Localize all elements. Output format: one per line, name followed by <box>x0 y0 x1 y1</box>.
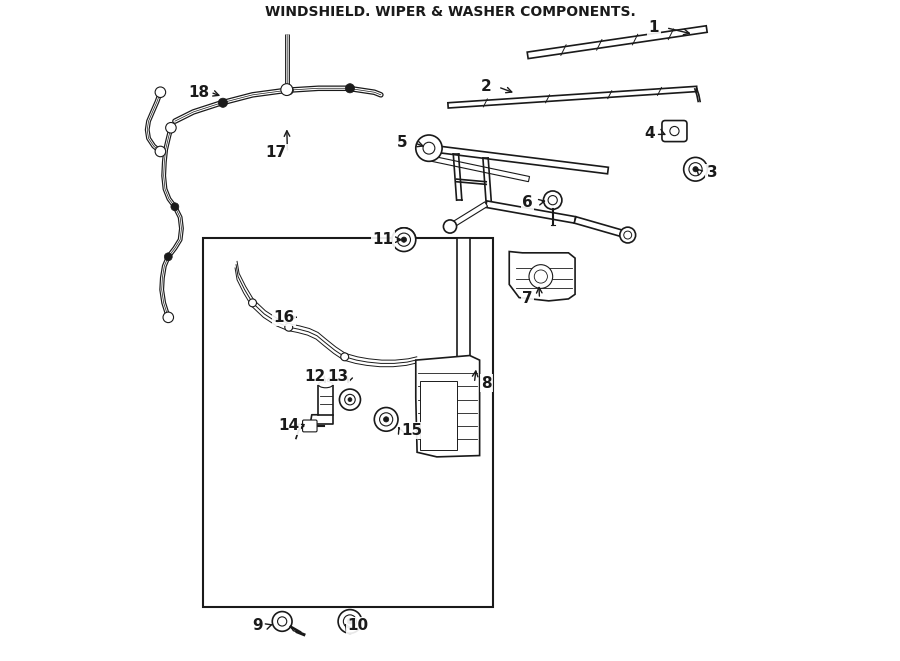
Polygon shape <box>428 145 608 174</box>
Circle shape <box>281 84 292 96</box>
Ellipse shape <box>319 381 333 388</box>
Text: 9: 9 <box>253 618 263 633</box>
Text: 11: 11 <box>373 232 393 247</box>
Text: 7: 7 <box>522 292 533 307</box>
Circle shape <box>341 353 348 361</box>
Circle shape <box>163 312 174 323</box>
Circle shape <box>171 203 179 211</box>
FancyBboxPatch shape <box>302 420 317 432</box>
Circle shape <box>374 408 398 431</box>
Text: 4: 4 <box>644 126 655 141</box>
Text: 13: 13 <box>328 369 348 384</box>
Circle shape <box>444 220 456 233</box>
Circle shape <box>284 323 292 331</box>
Text: 1: 1 <box>649 20 660 35</box>
Bar <box>420 381 457 450</box>
Circle shape <box>548 196 557 205</box>
Bar <box>319 385 333 414</box>
Circle shape <box>380 412 392 426</box>
Circle shape <box>392 228 416 252</box>
Polygon shape <box>448 87 697 108</box>
Circle shape <box>344 615 356 628</box>
Circle shape <box>341 353 348 361</box>
Text: 2: 2 <box>481 79 491 95</box>
Circle shape <box>346 84 355 93</box>
Circle shape <box>219 98 228 107</box>
Circle shape <box>284 323 292 331</box>
Circle shape <box>248 299 256 307</box>
Circle shape <box>339 389 361 410</box>
Circle shape <box>166 122 176 133</box>
Text: 15: 15 <box>401 423 422 438</box>
Circle shape <box>529 264 553 288</box>
Circle shape <box>624 231 632 239</box>
Polygon shape <box>428 155 529 182</box>
Text: 12: 12 <box>304 369 326 384</box>
Circle shape <box>401 237 407 243</box>
Circle shape <box>380 412 392 426</box>
Polygon shape <box>416 356 480 457</box>
Text: WINDSHIELD. WIPER & WASHER COMPONENTS.: WINDSHIELD. WIPER & WASHER COMPONENTS. <box>265 5 635 19</box>
Circle shape <box>338 609 362 633</box>
Ellipse shape <box>319 381 333 388</box>
Circle shape <box>345 395 356 405</box>
Circle shape <box>155 146 166 157</box>
Circle shape <box>670 126 680 136</box>
Polygon shape <box>509 252 575 301</box>
Circle shape <box>248 299 256 307</box>
Circle shape <box>684 157 707 181</box>
FancyBboxPatch shape <box>662 120 687 141</box>
Bar <box>319 385 333 414</box>
Polygon shape <box>527 26 707 59</box>
Circle shape <box>544 191 562 210</box>
Polygon shape <box>486 201 576 223</box>
Circle shape <box>401 237 407 243</box>
Bar <box>203 239 493 607</box>
Circle shape <box>693 167 698 172</box>
Circle shape <box>535 270 547 283</box>
Text: 5: 5 <box>397 136 408 151</box>
Circle shape <box>277 617 287 626</box>
Polygon shape <box>574 217 628 238</box>
Circle shape <box>383 416 389 422</box>
Circle shape <box>348 398 352 402</box>
Circle shape <box>284 86 293 95</box>
Text: 14: 14 <box>278 418 300 434</box>
Circle shape <box>348 398 352 402</box>
Text: 3: 3 <box>706 165 717 180</box>
Text: 8: 8 <box>481 375 491 391</box>
Circle shape <box>688 163 702 176</box>
Bar <box>456 239 470 400</box>
Circle shape <box>392 228 416 252</box>
Text: 6: 6 <box>522 194 533 210</box>
Text: 16: 16 <box>274 310 295 325</box>
Circle shape <box>397 233 410 247</box>
Circle shape <box>273 611 292 631</box>
Bar <box>456 239 470 400</box>
Text: 18: 18 <box>188 85 209 100</box>
Text: 10: 10 <box>347 618 368 633</box>
Circle shape <box>345 395 356 405</box>
Circle shape <box>339 389 361 410</box>
Circle shape <box>620 227 635 243</box>
Polygon shape <box>448 202 488 229</box>
Circle shape <box>383 416 389 422</box>
Bar <box>420 381 457 450</box>
Circle shape <box>374 408 398 431</box>
Circle shape <box>165 253 172 260</box>
Circle shape <box>423 142 435 154</box>
Polygon shape <box>416 356 480 457</box>
Circle shape <box>416 135 442 161</box>
FancyBboxPatch shape <box>302 420 317 432</box>
Text: 17: 17 <box>265 145 286 160</box>
Circle shape <box>347 619 353 624</box>
Circle shape <box>397 233 410 247</box>
Circle shape <box>155 87 166 97</box>
